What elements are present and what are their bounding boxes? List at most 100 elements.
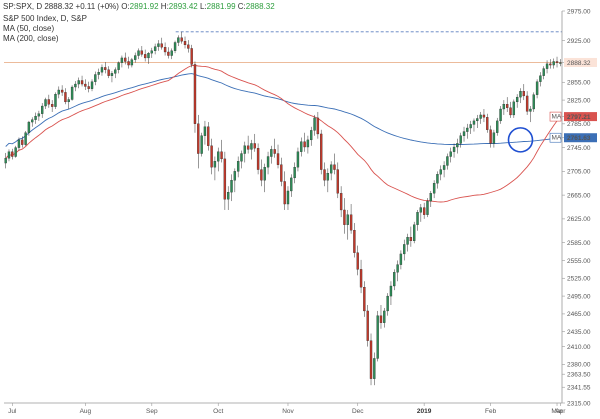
candle-body <box>220 151 223 160</box>
candle-body <box>143 54 147 59</box>
candle-body <box>21 139 24 145</box>
candle-body <box>17 139 21 148</box>
candle-body <box>436 174 439 184</box>
ma50-legend: MA (50, close) <box>3 24 55 33</box>
x-tick-label: Sep <box>146 408 158 415</box>
candle-body <box>173 42 177 51</box>
y-tick-label: 2410.00 <box>567 344 591 351</box>
candle-body <box>416 212 419 225</box>
open-value: 2891.92 <box>129 2 159 11</box>
high-value: 2893.42 <box>168 2 198 11</box>
candle-body <box>429 193 432 202</box>
candle-body <box>310 130 313 141</box>
candle-body <box>84 83 87 87</box>
candle-body <box>366 310 369 341</box>
candle-body <box>300 141 303 152</box>
candle-body <box>525 95 529 112</box>
candle-body <box>449 151 452 157</box>
candle-body <box>439 169 442 175</box>
y-tick-label: 2363.50 <box>567 371 591 378</box>
symbol-label: SP:SPX, D <box>3 2 43 11</box>
candle-body <box>446 156 449 166</box>
candle-body <box>41 105 44 114</box>
candle-body <box>555 61 559 63</box>
y-tick-label: 2585.00 <box>567 240 591 247</box>
candle-body <box>535 81 539 95</box>
x-tick-label: Nov <box>282 408 294 415</box>
candle-body <box>349 214 353 231</box>
y-tick-label: 2825.00 <box>567 97 591 104</box>
candle-body <box>130 59 134 66</box>
candle-body <box>137 50 140 56</box>
candle-body <box>80 80 84 85</box>
candle-body <box>383 310 386 323</box>
candle-body <box>134 55 137 60</box>
candle-body <box>552 61 555 66</box>
candle-body <box>293 167 296 179</box>
candle-body <box>549 63 552 66</box>
y-tick-label: 2785.00 <box>567 121 591 128</box>
ma-tag-label: MA <box>552 135 562 142</box>
candle-body <box>120 57 124 63</box>
candle-body <box>140 50 144 55</box>
ma200-legend: MA (200, close) <box>3 34 59 43</box>
candle-body <box>7 151 11 159</box>
axes: 2975.00 2925.00 2888.32 2855.00 2825.00 MA 279… <box>4 8 597 415</box>
candle-body <box>320 133 323 170</box>
candle-body <box>4 158 7 164</box>
candle-body <box>333 164 336 170</box>
candle-body <box>442 165 446 170</box>
candle-body <box>496 120 499 133</box>
candle-body <box>280 164 283 182</box>
candle-body <box>363 287 366 312</box>
ma-value-label: 2797.21 <box>567 114 591 121</box>
x-tick-label: Mar <box>551 408 563 415</box>
candle-body <box>197 123 200 154</box>
candle-body <box>57 89 60 95</box>
candle-body <box>403 244 406 255</box>
candle-body <box>256 148 260 170</box>
y-tick-label: 2705.00 <box>567 169 591 176</box>
candle-body <box>34 115 37 120</box>
candle-body <box>346 214 349 225</box>
y-tick-label: 2495.00 <box>567 293 591 300</box>
y-tick-label: 2380.00 <box>567 362 591 369</box>
candle-body <box>77 80 80 85</box>
candle-body <box>64 92 67 103</box>
ma-value-label: 2761.63 <box>567 135 591 142</box>
y-tick-label: 2435.00 <box>567 329 591 336</box>
candle-body <box>353 230 356 253</box>
candle-body <box>373 358 376 379</box>
candle-body <box>31 119 34 123</box>
candle-body <box>356 252 359 270</box>
candle-body <box>217 151 220 162</box>
x-tick-label: Jul <box>8 408 17 415</box>
ma50-line <box>5 65 561 203</box>
candle-body <box>273 149 276 154</box>
candle-body <box>107 69 110 76</box>
candle-body <box>519 91 522 98</box>
candle-body <box>213 161 217 168</box>
candle-body <box>70 86 74 100</box>
candle-body <box>359 269 363 288</box>
candle-body <box>160 43 163 48</box>
change-value: +0.11 (+0%) <box>75 2 119 11</box>
candle-body <box>11 151 14 157</box>
candle-body <box>50 104 54 107</box>
ohlc-header: SP:SPX, D 2888.32 +0.11 (+0%) O:2891.92 … <box>3 2 275 11</box>
candle-body <box>266 156 270 168</box>
candle-body <box>270 149 273 157</box>
candle-body <box>389 285 393 297</box>
ma-value-box <box>564 112 597 122</box>
candle-body <box>177 37 180 43</box>
candle-body <box>253 143 256 149</box>
candle-body <box>246 145 250 150</box>
candle-body <box>276 153 280 165</box>
candle-body <box>343 209 346 225</box>
candle-body <box>313 117 316 131</box>
candle-body <box>532 94 535 110</box>
candle-body <box>163 47 167 53</box>
candle-body <box>180 37 183 42</box>
ma-tag-box <box>549 132 562 143</box>
